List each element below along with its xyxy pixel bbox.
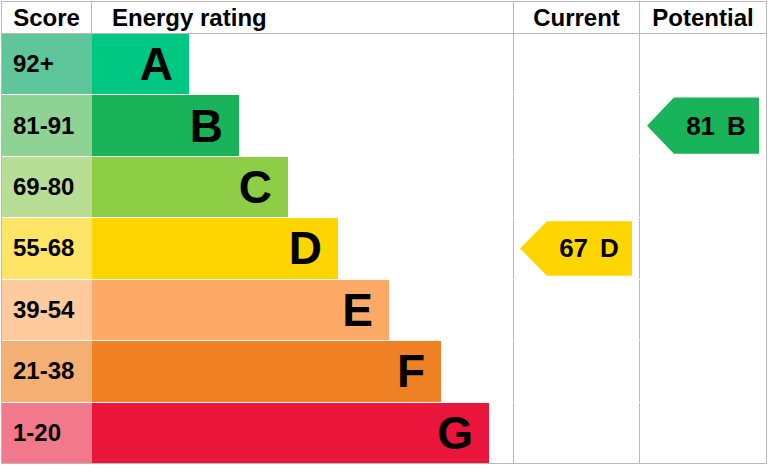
current-rating-value: 67 [559,235,588,261]
current-rating-letter: D [600,235,619,261]
band-letter: A [140,41,173,87]
score-range-f: 21-38 [2,341,92,401]
potential-rating-arrow: 81 B [647,97,759,153]
current-column-header: Current [514,2,640,33]
band-row-c: 69-80 C [2,156,766,217]
score-range-c: 69-80 [2,157,92,217]
potential-rating-value: 81 [686,113,715,139]
band-row-b: 81-91 B 81 B [2,94,766,155]
band-letter: D [289,225,322,271]
band-row-g: 1-20 G [2,402,766,463]
current-rating-arrow: 67 D [520,221,632,275]
score-range-d: 55-68 [2,218,92,278]
score-column-header: Score [2,2,92,33]
score-range-g: 1-20 [2,403,92,463]
score-range-a: 92+ [2,34,92,94]
band-letter: C [239,164,272,210]
score-range-e: 39-54 [2,280,92,340]
band-bar-c: C [92,157,288,217]
band-bar-e: E [92,280,389,340]
epc-rating-chart: Score Energy rating Current Potential 92… [0,0,772,472]
chart-frame: Score Energy rating Current Potential 92… [1,1,767,464]
band-bar-g: G [92,403,489,463]
band-bar-d: D [92,218,338,278]
band-row-a: 92+ A [2,34,766,94]
potential-column-header: Potential [640,2,766,33]
band-letter: B [190,103,223,149]
band-letter: E [342,287,373,333]
band-bar-a: A [92,34,189,94]
band-letter: G [437,410,473,456]
band-row-e: 39-54 E [2,279,766,340]
band-bar-b: B [92,95,239,155]
potential-rating-letter: B [727,113,746,139]
energy-rating-column-header: Energy rating [92,2,514,33]
band-bar-f: F [92,341,441,401]
chart-header: Score Energy rating Current Potential [2,2,766,34]
band-letter: F [397,348,425,394]
band-row-f: 21-38 F [2,340,766,401]
band-row-d: 55-68 D 67 D [2,217,766,278]
score-range-b: 81-91 [2,95,92,155]
chart-body: 92+ A 81-91 B 81 B 69-80 C 55-68 D 67 D 39-54 E 21-38 F… [2,34,766,463]
